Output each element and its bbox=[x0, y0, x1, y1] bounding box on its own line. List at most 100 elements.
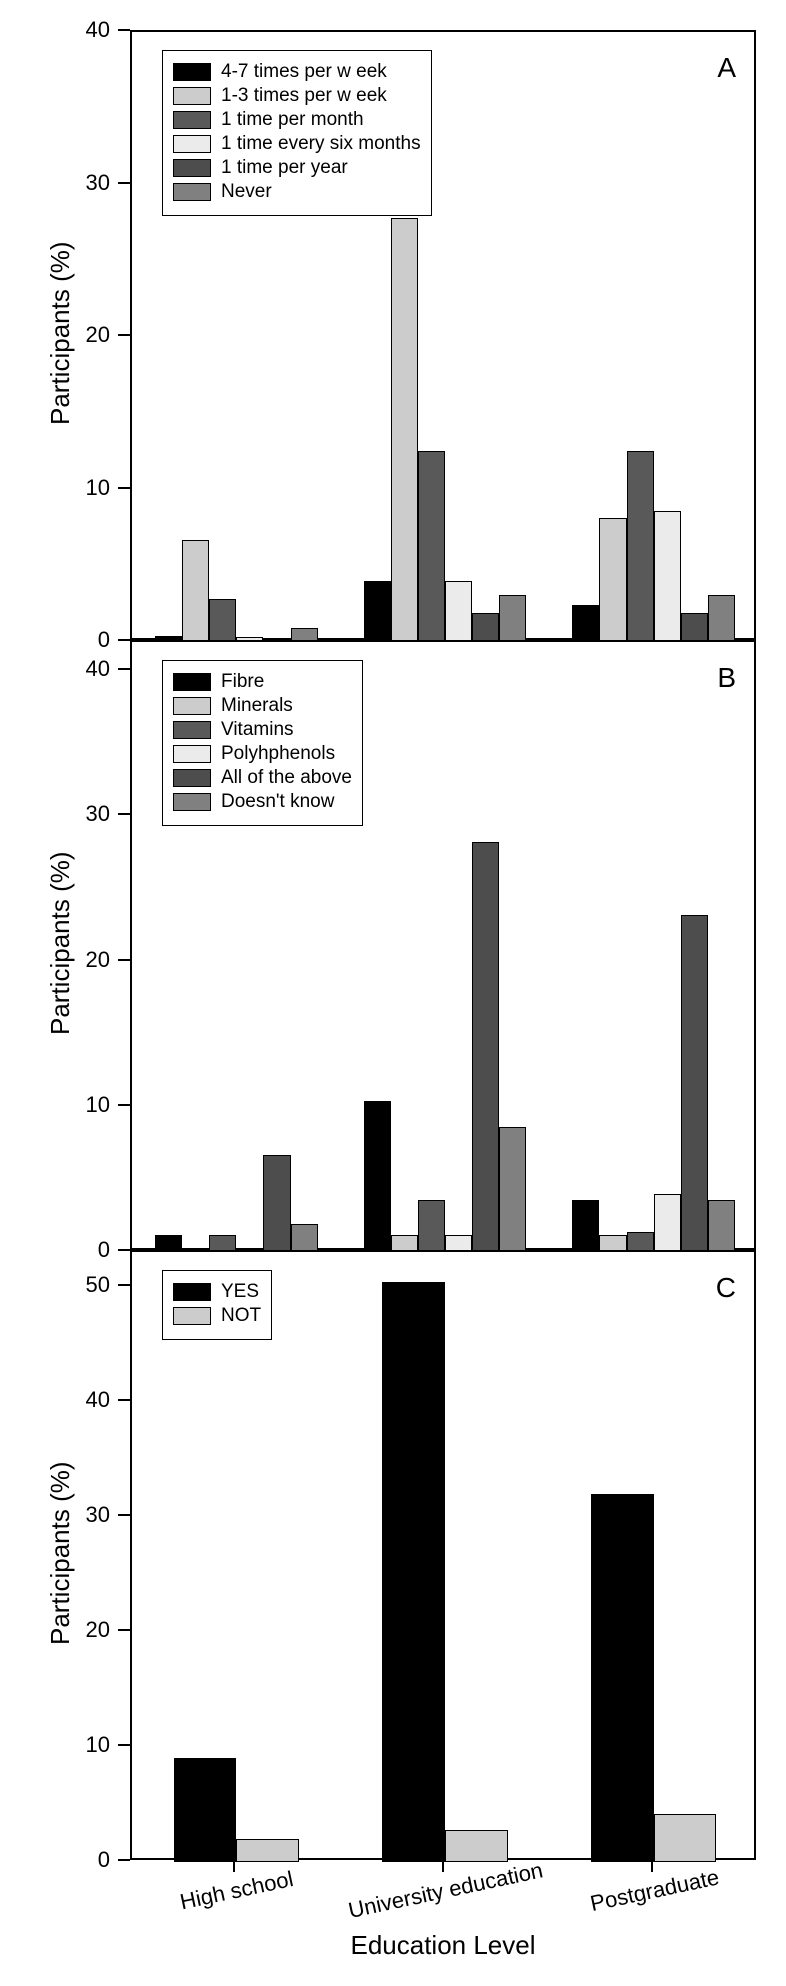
legend-label: YES bbox=[221, 1281, 259, 1303]
y-tick-label: 50 bbox=[60, 1272, 110, 1298]
bar bbox=[499, 595, 526, 642]
legend-swatch bbox=[173, 63, 211, 81]
bar bbox=[182, 540, 209, 642]
y-axis-title-a: Participants (%) bbox=[45, 242, 76, 426]
bar bbox=[572, 1200, 599, 1252]
bar bbox=[364, 581, 391, 642]
legend-item: NOT bbox=[173, 1305, 261, 1327]
legend-swatch bbox=[173, 111, 211, 129]
x-axis-title: Education Level bbox=[130, 1930, 756, 1961]
legend-label: Doesn't know bbox=[221, 791, 334, 813]
legend-a: 4-7 times per w eek1-3 times per w eek1 … bbox=[162, 50, 432, 216]
legend-swatch bbox=[173, 673, 211, 691]
bar bbox=[391, 218, 418, 642]
legend-label: Polyhphenols bbox=[221, 743, 335, 765]
y-tick-label: 30 bbox=[60, 801, 110, 827]
bar bbox=[499, 1127, 526, 1252]
bar bbox=[174, 1758, 237, 1862]
bar bbox=[236, 1839, 299, 1862]
legend-label: Minerals bbox=[221, 695, 293, 717]
legend-swatch bbox=[173, 769, 211, 787]
bar bbox=[654, 1814, 717, 1862]
legend-label: Fibre bbox=[221, 671, 264, 693]
bar bbox=[627, 1232, 654, 1252]
bar bbox=[591, 1494, 654, 1862]
x-tick bbox=[442, 1860, 444, 1872]
bar bbox=[708, 595, 735, 642]
bar bbox=[599, 518, 626, 642]
legend-swatch bbox=[173, 697, 211, 715]
legend-label: 1 time per year bbox=[221, 157, 348, 179]
legend-swatch bbox=[173, 1283, 211, 1301]
legend-swatch bbox=[173, 793, 211, 811]
y-tick-label: 10 bbox=[60, 1732, 110, 1758]
y-tick bbox=[118, 1744, 130, 1746]
y-tick bbox=[118, 959, 130, 961]
legend-item: 1 time per month bbox=[173, 109, 421, 131]
y-tick-label: 30 bbox=[60, 170, 110, 196]
y-tick-label: 40 bbox=[60, 17, 110, 43]
panel-a: A4-7 times per w eek1-3 times per w eek1… bbox=[130, 30, 756, 640]
legend-swatch bbox=[173, 159, 211, 177]
y-tick-label: 10 bbox=[60, 475, 110, 501]
legend-swatch bbox=[173, 745, 211, 763]
panel-letter-a: A bbox=[717, 52, 736, 84]
y-tick-label: 0 bbox=[60, 627, 110, 653]
y-tick bbox=[118, 1399, 130, 1401]
y-tick-label: 40 bbox=[60, 1387, 110, 1413]
y-tick bbox=[118, 1859, 130, 1861]
bar bbox=[382, 1282, 445, 1862]
panel-b: B FibreMineralsVitaminsPolyhphenolsAll of… bbox=[130, 640, 756, 1250]
y-tick bbox=[118, 668, 130, 670]
bar bbox=[209, 599, 236, 642]
legend-swatch bbox=[173, 183, 211, 201]
y-tick-label: 0 bbox=[60, 1237, 110, 1263]
legend-swatch bbox=[173, 135, 211, 153]
x-tick-label: High school bbox=[137, 1857, 338, 1924]
legend-label: 1-3 times per w eek bbox=[221, 85, 387, 107]
y-tick bbox=[118, 487, 130, 489]
legend-label: All of the above bbox=[221, 767, 352, 789]
panel-letter-b: B bbox=[717, 662, 736, 694]
y-tick bbox=[118, 1514, 130, 1516]
legend-swatch bbox=[173, 721, 211, 739]
legend-b: FibreMineralsVitaminsPolyhphenolsAll of … bbox=[162, 660, 363, 826]
y-axis-title-b: Participants (%) bbox=[45, 852, 76, 1036]
legend-item: Polyhphenols bbox=[173, 743, 352, 765]
y-tick bbox=[118, 1284, 130, 1286]
bar bbox=[364, 1101, 391, 1252]
legend-item: Vitamins bbox=[173, 719, 352, 741]
y-tick bbox=[118, 182, 130, 184]
x-tick-label: University education bbox=[345, 1857, 546, 1924]
y-tick bbox=[118, 813, 130, 815]
legend-item: 1-3 times per w eek bbox=[173, 85, 421, 107]
bar bbox=[263, 1155, 290, 1252]
figure: A4-7 times per w eek1-3 times per w eek1… bbox=[0, 0, 786, 1986]
y-tick-label: 10 bbox=[60, 1092, 110, 1118]
y-tick bbox=[118, 639, 130, 641]
bar bbox=[418, 1200, 445, 1252]
bar bbox=[654, 1194, 681, 1252]
legend-item: Fibre bbox=[173, 671, 352, 693]
bar bbox=[681, 915, 708, 1252]
legend-label: Never bbox=[221, 181, 272, 203]
legend-label: 1 time per month bbox=[221, 109, 364, 131]
bar bbox=[418, 451, 445, 642]
legend-item: Never bbox=[173, 181, 421, 203]
bar bbox=[708, 1200, 735, 1252]
legend-swatch bbox=[173, 87, 211, 105]
bar bbox=[572, 605, 599, 642]
bar bbox=[627, 451, 654, 642]
bar bbox=[445, 581, 472, 642]
legend-item: Doesn't know bbox=[173, 791, 352, 813]
x-tick bbox=[233, 1860, 235, 1872]
y-tick-label: 40 bbox=[60, 656, 110, 682]
panel-c: CYESNOT bbox=[130, 1250, 756, 1860]
legend-item: Minerals bbox=[173, 695, 352, 717]
bar bbox=[681, 613, 708, 642]
legend-item: 4-7 times per w eek bbox=[173, 61, 421, 83]
legend-label: 1 time every six months bbox=[221, 133, 421, 155]
legend-label: Vitamins bbox=[221, 719, 294, 741]
legend-item: 1 time every six months bbox=[173, 133, 421, 155]
y-tick-label: 0 bbox=[60, 1847, 110, 1873]
